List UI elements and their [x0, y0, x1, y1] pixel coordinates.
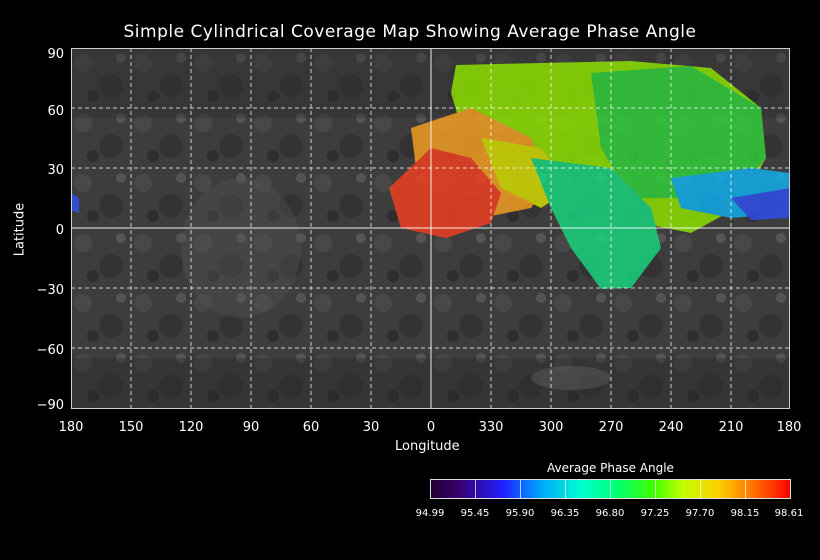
coverage-map[interactable]	[71, 48, 790, 409]
colorbar-tick-label: 95.45	[460, 508, 490, 519]
coverage-patch-west	[71, 193, 79, 213]
colorbar-tick-label: 94.99	[415, 508, 445, 519]
colorbar-tick-label: 96.35	[550, 508, 580, 519]
coverage-patch-green	[591, 66, 766, 198]
colorbar-divider	[745, 479, 746, 499]
x-tick: 30	[362, 420, 380, 435]
colorbar-tick-label: 96.80	[595, 508, 625, 519]
map-title: Simple Cylindrical Coverage Map Showing …	[123, 22, 697, 42]
x-tick: 180	[58, 420, 84, 435]
y-tick: −90	[36, 398, 64, 413]
y-tick: 60	[47, 104, 64, 119]
x-axis-title: Longitude	[395, 439, 460, 454]
colorbar-divider	[520, 479, 521, 499]
y-axis-title: Latitude	[12, 202, 28, 257]
x-tick: 90	[242, 420, 260, 435]
bright-region	[181, 178, 301, 318]
colorbar-tick-label: 98.15	[730, 508, 760, 519]
colorbar-divider	[565, 479, 566, 499]
y-tick: 30	[47, 163, 64, 178]
x-tick: 60	[302, 420, 320, 435]
x-tick: 120	[178, 420, 204, 435]
coverage-overlay	[71, 61, 790, 289]
colorbar-tick-label: 98.61	[774, 508, 804, 519]
colorbar-divider	[655, 479, 656, 499]
colorbar-divider	[610, 479, 611, 499]
map-svg	[71, 48, 790, 409]
y-tick: −60	[36, 343, 64, 358]
coverage-patch-blue	[731, 188, 790, 220]
colorbar-tick-label: 95.90	[505, 508, 535, 519]
x-tick: 330	[478, 420, 504, 435]
y-tick: 90	[47, 47, 64, 62]
center-grid-lines	[71, 48, 790, 409]
coverage-patch-red	[389, 148, 501, 238]
colorbar-tick-label: 97.70	[685, 508, 715, 519]
colorbar-tick-label: 97.25	[640, 508, 670, 519]
x-tick: 300	[538, 420, 564, 435]
y-tick: −30	[36, 283, 64, 298]
x-tick: 150	[118, 420, 144, 435]
x-tick: 180	[776, 420, 802, 435]
crater-south	[531, 366, 611, 390]
x-tick: 210	[718, 420, 744, 435]
colorbar-divider	[700, 479, 701, 499]
x-tick: 240	[658, 420, 684, 435]
colorbar-divider	[475, 479, 476, 499]
y-tick: 0	[55, 223, 64, 238]
colorbar-title: Average Phase Angle	[547, 461, 674, 475]
x-tick: 0	[426, 420, 436, 435]
coverage-patch-cyan-green	[531, 158, 661, 289]
x-tick: 270	[598, 420, 624, 435]
